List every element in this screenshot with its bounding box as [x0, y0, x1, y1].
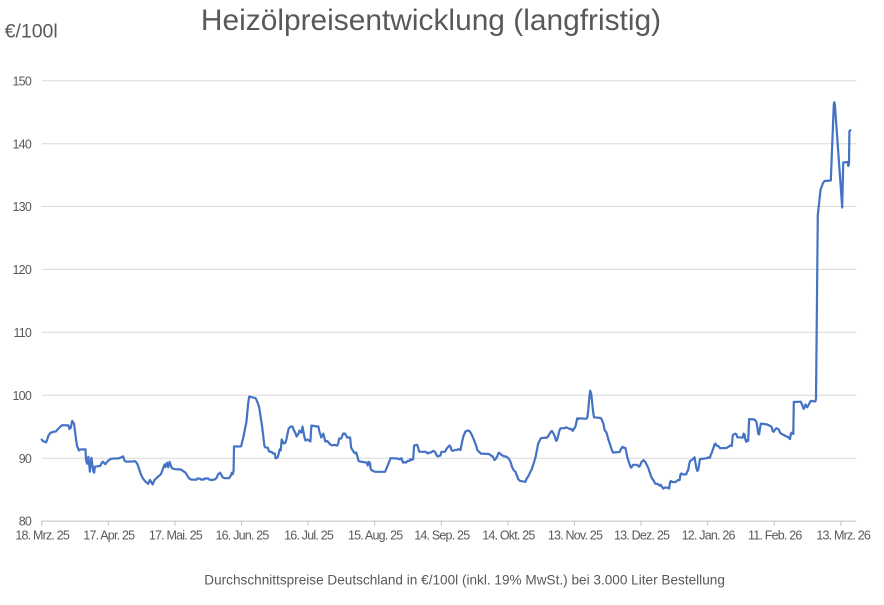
svg-text:140: 140	[13, 137, 32, 151]
svg-text:14. Sep. 25: 14. Sep. 25	[414, 528, 470, 542]
svg-text:Durchschnittspreise Deutschlan: Durchschnittspreise Deutschland in €/100…	[204, 573, 725, 588]
svg-text:17. Apr. 25: 17. Apr. 25	[83, 528, 135, 542]
svg-text:80: 80	[19, 515, 32, 529]
svg-text:90: 90	[19, 452, 32, 466]
svg-text:13. Mrz. 26: 13. Mrz. 26	[816, 528, 871, 542]
svg-text:15. Aug. 25: 15. Aug. 25	[348, 528, 403, 542]
svg-text:16. Jun. 25: 16. Jun. 25	[215, 528, 269, 542]
svg-text:13. Nov. 25: 13. Nov. 25	[548, 528, 603, 542]
svg-text:16. Jul. 25: 16. Jul. 25	[284, 528, 334, 542]
svg-text:100: 100	[13, 389, 32, 403]
svg-text:150: 150	[13, 74, 32, 88]
svg-text:18. Mrz. 25: 18. Mrz. 25	[15, 528, 70, 542]
svg-text:17. Mai. 25: 17. Mai. 25	[149, 528, 203, 542]
svg-text:120: 120	[13, 263, 32, 277]
svg-text:14. Okt. 25: 14. Okt. 25	[482, 528, 535, 542]
svg-text:110: 110	[13, 326, 31, 340]
svg-text:13. Dez. 25: 13. Dez. 25	[614, 528, 670, 542]
svg-text:€/100l: €/100l	[5, 21, 58, 43]
svg-text:12. Jan. 26: 12. Jan. 26	[682, 528, 736, 542]
svg-text:11. Feb. 26: 11. Feb. 26	[748, 528, 802, 542]
svg-text:130: 130	[13, 200, 32, 214]
svg-text:Heizölpreisentwicklung (langfr: Heizölpreisentwicklung (langfristig)	[201, 4, 661, 37]
